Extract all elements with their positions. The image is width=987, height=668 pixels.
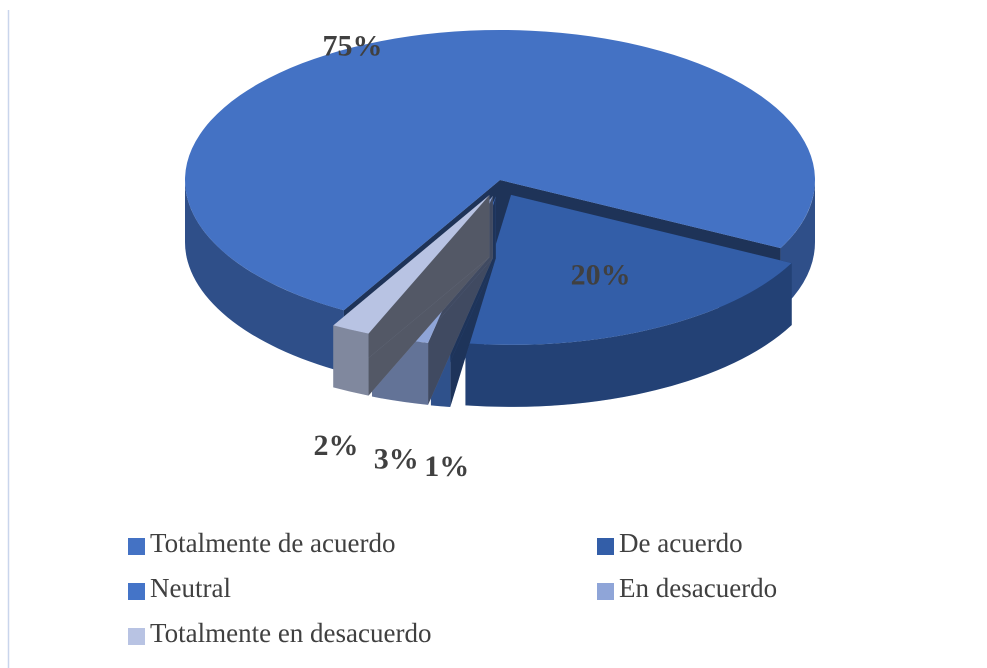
slice-wall-shade xyxy=(333,195,490,388)
slice xyxy=(465,194,792,345)
legend-swatch xyxy=(128,538,145,555)
data-label: 3% xyxy=(374,442,419,475)
legend-swatch xyxy=(128,583,145,600)
legend-label: Neutral xyxy=(150,573,231,603)
legend-label: Totalmente en desacuerdo xyxy=(150,618,431,648)
slice-side xyxy=(185,180,344,373)
slice-side xyxy=(333,325,369,396)
data-label: 1% xyxy=(424,450,469,483)
data-label: 75% xyxy=(323,29,383,62)
legend-swatch xyxy=(128,628,145,645)
slice xyxy=(333,195,490,334)
data-label: 2% xyxy=(313,429,358,462)
legend-swatch xyxy=(597,538,614,555)
legend-label: De acuerdo xyxy=(619,528,743,558)
slice-side-shade xyxy=(465,263,792,407)
slice xyxy=(185,29,816,311)
data-label: 20% xyxy=(571,258,631,291)
legend-label: Totalmente de acuerdo xyxy=(150,528,396,558)
slice-side xyxy=(465,263,792,407)
legend-swatch xyxy=(597,583,614,600)
legend-label: En desacuerdo xyxy=(619,573,777,603)
slice-side-shade xyxy=(185,180,344,373)
slice-side-shade xyxy=(333,325,369,396)
